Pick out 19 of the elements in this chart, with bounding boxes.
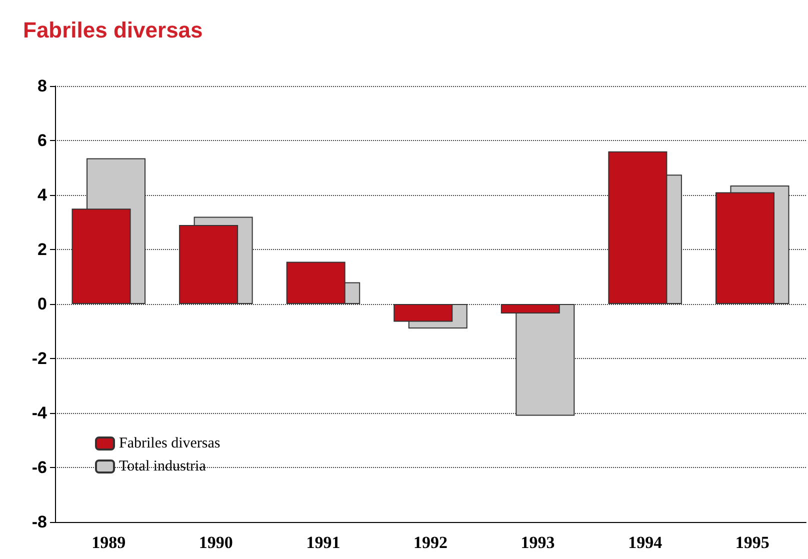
x-tick-label: 1994	[628, 533, 663, 552]
y-tick-label: -6	[32, 458, 47, 477]
legend-label: Fabriles diversas	[119, 436, 220, 452]
y-tick-label: 2	[38, 240, 47, 259]
x-tick-label: 1990	[198, 533, 233, 552]
x-tick-label: 1992	[414, 533, 448, 552]
y-tick-label: -4	[32, 404, 48, 422]
x-tick-label: 1991	[306, 533, 340, 552]
y-tick-label: -2	[32, 349, 47, 368]
y-tick-label: 4	[38, 186, 48, 204]
y-tick-label: 6	[38, 131, 47, 150]
y-tick-label: 0	[38, 294, 47, 314]
x-tick-label: 1993	[520, 533, 555, 552]
x-tick-label: 1989	[92, 533, 126, 552]
y-tick-label: 8	[38, 76, 47, 96]
legend-label: Total industria	[119, 458, 206, 474]
y-tick-label: -8	[32, 512, 47, 532]
x-tick-label: 1995	[735, 533, 770, 552]
chart-title: Fabriles diversas	[23, 18, 203, 42]
